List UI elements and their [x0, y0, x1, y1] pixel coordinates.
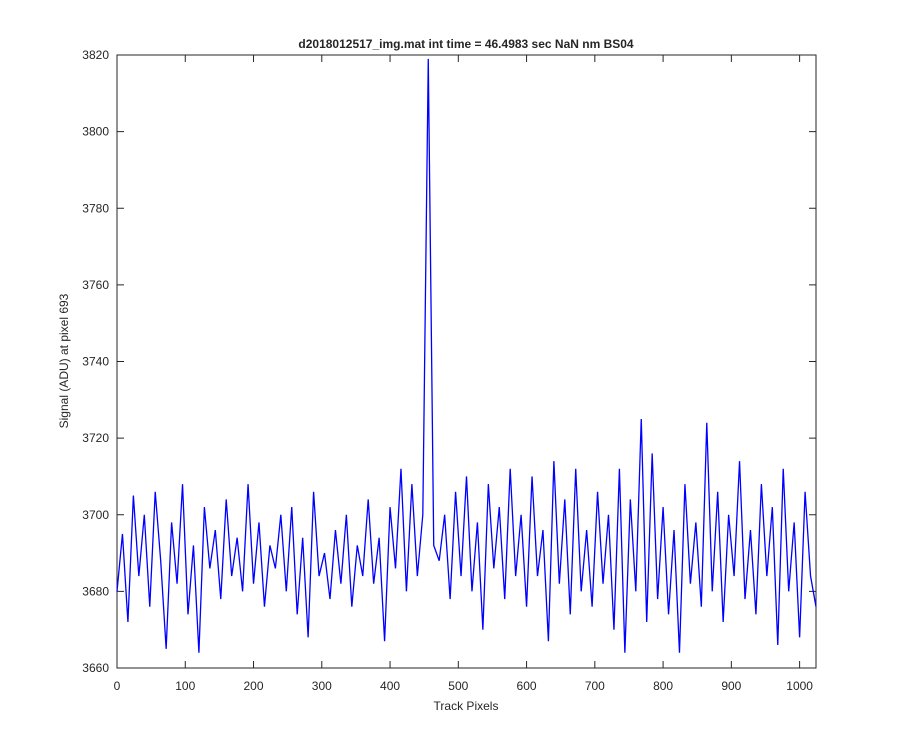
x-axis-label: Track Pixels [434, 699, 499, 713]
y-tick-label: 3760 [82, 278, 109, 292]
y-tick-label: 3680 [82, 584, 109, 598]
data-line [116, 58, 817, 653]
y-tick-label: 3820 [82, 48, 109, 62]
x-tick-label: 600 [517, 679, 537, 693]
x-tick-label: 400 [380, 679, 400, 693]
x-tick-label: 900 [721, 679, 741, 693]
x-tick-label: 700 [585, 679, 605, 693]
y-tick-label: 3660 [82, 661, 109, 675]
y-tick-label: 3780 [82, 201, 109, 215]
x-tick-label: 200 [244, 679, 264, 693]
x-tick-label: 300 [312, 679, 332, 693]
y-tick-label: 3740 [82, 355, 109, 369]
y-tick-label: 3800 [82, 125, 109, 139]
x-tick-label: 800 [653, 679, 673, 693]
x-tick-label: 500 [448, 679, 468, 693]
x-tick-label: 1000 [786, 679, 813, 693]
x-tick-label: 100 [175, 679, 195, 693]
chart-title: d2018012517_img.mat int time = 46.4983 s… [298, 37, 634, 51]
y-tick-label: 3720 [82, 431, 109, 445]
x-tick-label: 0 [114, 679, 121, 693]
y-axis-label: Signal (ADU) at pixel 693 [57, 293, 71, 428]
y-tick-label: 3700 [82, 508, 109, 522]
